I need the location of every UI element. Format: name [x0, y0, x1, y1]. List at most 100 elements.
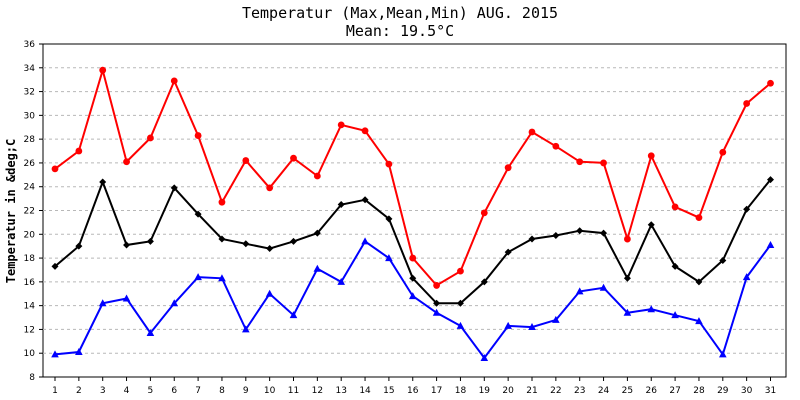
point-max-15	[385, 160, 393, 168]
point-min-19	[480, 353, 489, 361]
point-mean-4	[123, 241, 131, 249]
point-max-17	[433, 282, 440, 289]
x-tick-label-3: 3	[100, 386, 106, 396]
point-mean-21	[528, 235, 536, 243]
point-max-10	[266, 184, 274, 192]
point-mean-31	[767, 176, 774, 184]
point-min-2	[75, 348, 83, 356]
x-tick-label-13: 13	[335, 386, 346, 396]
series-group	[51, 66, 775, 361]
y-tick-label-36: 36	[24, 40, 36, 50]
point-max-16	[409, 254, 417, 262]
point-min-15	[385, 254, 393, 262]
y-tick-label-28: 28	[24, 135, 36, 145]
point-min-22	[552, 315, 560, 323]
x-tick-label-18: 18	[455, 386, 467, 396]
x-tick-label-28: 28	[693, 386, 705, 396]
point-mean-3	[99, 178, 107, 186]
point-mean-15	[385, 215, 393, 223]
point-mean-6	[170, 184, 178, 192]
point-min-30	[742, 273, 751, 281]
point-max-29	[719, 148, 727, 156]
point-max-7	[194, 132, 202, 139]
y-tick-label-32: 32	[24, 88, 35, 98]
point-min-21	[528, 323, 536, 331]
point-max-8	[218, 198, 226, 206]
point-mean-7	[194, 210, 202, 218]
point-min-26	[647, 305, 656, 313]
x-tick-label-27: 27	[669, 386, 680, 396]
point-min-16	[408, 292, 417, 300]
point-max-26	[647, 152, 655, 160]
point-max-22	[552, 142, 560, 150]
x-tick-label-30: 30	[741, 386, 753, 396]
x-tick-label-10: 10	[264, 386, 276, 396]
x-axis-ticks: 1 2 3 4 5 6 7 8 9 10 11 12 13 14 15 16 17 18 19 20 21 22 23 24 2…	[52, 377, 776, 396]
point-mean-8	[218, 235, 226, 243]
x-tick-label-2: 2	[76, 386, 82, 396]
point-mean-30	[743, 205, 751, 213]
series-max	[51, 66, 774, 289]
point-min-18	[456, 321, 465, 329]
x-tick-label-25: 25	[622, 386, 633, 396]
y-tick-label-34: 34	[24, 64, 36, 74]
point-max-23	[576, 158, 584, 166]
x-tick-label-26: 26	[646, 386, 658, 396]
point-min-29	[719, 350, 727, 358]
point-mean-27	[671, 262, 679, 270]
point-mean-2	[75, 242, 83, 250]
y-tick-label-10: 10	[24, 349, 36, 359]
point-min-23	[575, 287, 584, 295]
y-tick-label-26: 26	[24, 159, 36, 169]
point-mean-13	[337, 201, 345, 209]
x-tick-label-21: 21	[526, 386, 537, 396]
point-mean-14	[361, 196, 369, 204]
point-max-9	[242, 157, 250, 164]
point-min-10	[265, 289, 274, 297]
series-min	[51, 237, 775, 361]
x-tick-label-12: 12	[312, 386, 323, 396]
point-max-18	[457, 267, 464, 275]
x-tick-label-7: 7	[195, 386, 201, 396]
y-tick-label-8: 8	[29, 373, 35, 383]
point-mean-28	[695, 278, 703, 286]
point-max-28	[695, 214, 703, 222]
x-tick-label-15: 15	[383, 386, 394, 396]
point-min-28	[695, 317, 703, 325]
point-min-4	[122, 294, 131, 302]
chart-title: Temperatur (Max,Mean,Min) AUG. 2015	[241, 4, 559, 22]
point-max-3	[99, 66, 107, 74]
point-mean-5	[146, 237, 154, 245]
point-min-25	[623, 308, 632, 316]
point-max-21	[528, 128, 536, 136]
gridlines	[43, 67, 786, 354]
point-min-11	[289, 311, 298, 319]
x-tick-label-29: 29	[717, 386, 729, 396]
point-mean-16	[409, 274, 417, 282]
x-tick-label-24: 24	[598, 386, 610, 396]
point-max-12	[313, 172, 321, 180]
point-max-13	[337, 121, 345, 129]
point-max-11	[290, 154, 297, 162]
point-max-1	[51, 165, 59, 173]
point-min-17	[432, 308, 441, 316]
x-tick-label-16: 16	[407, 386, 419, 396]
point-max-31	[767, 79, 774, 87]
x-tick-label-11: 11	[288, 386, 299, 396]
y-tick-label-20: 20	[24, 230, 36, 240]
point-max-14	[361, 127, 369, 135]
y-tick-label-16: 16	[24, 278, 36, 288]
point-min-12	[313, 264, 322, 272]
y-tick-label-22: 22	[24, 207, 35, 217]
point-mean-19	[480, 278, 488, 286]
point-mean-1	[51, 262, 59, 270]
point-max-30	[743, 100, 751, 107]
x-tick-label-4: 4	[124, 386, 130, 396]
x-tick-label-6: 6	[171, 386, 177, 396]
point-max-19	[480, 209, 488, 217]
x-tick-label-17: 17	[431, 386, 442, 396]
point-max-4	[123, 158, 130, 166]
y-axis-label: Temperatur in &deg;C	[4, 139, 18, 284]
point-mean-22	[552, 231, 560, 239]
chart-subtitle: Mean: 19.5°C	[345, 22, 455, 40]
